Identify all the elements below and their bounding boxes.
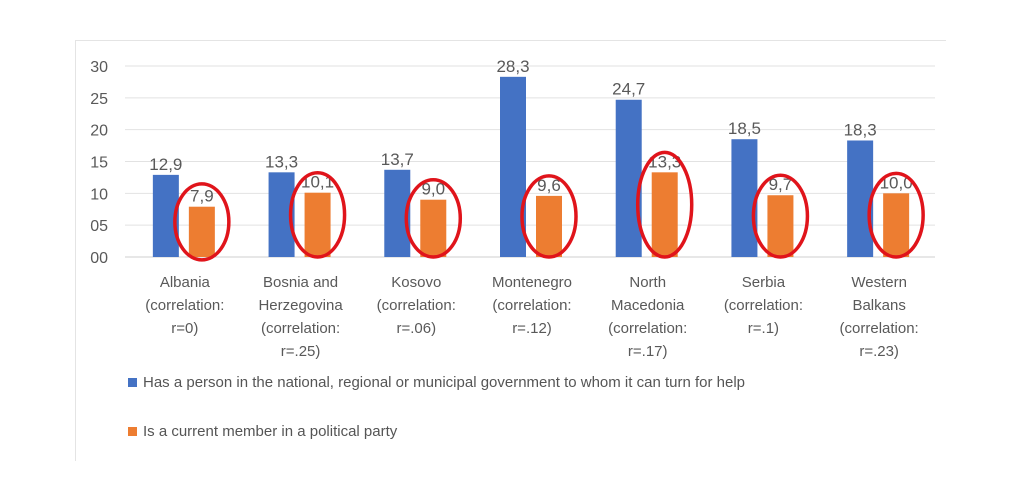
x-tick-label: Montenegro [492,274,572,291]
x-tick-label: Serbia [742,274,786,291]
y-tick-label: 00 [90,250,108,267]
data-label: 7,9 [190,187,214,206]
bar-series-1 [615,99,642,257]
x-tick-label: Kosovo [391,274,441,291]
x-tick-label: r=.1) [748,320,779,337]
x-tick-label: North [629,274,666,291]
bar-series-2 [420,199,447,257]
x-tick-label: r=.23) [859,343,899,360]
y-tick-label: 30 [90,59,108,76]
x-tick-label: (correlation: [492,297,571,314]
y-tick-label: 25 [90,91,108,108]
chart-frame [75,40,946,461]
x-tick-label: Albania [160,274,211,291]
x-tick-label: r=0) [171,320,198,337]
bar-series-1 [847,140,874,257]
highlight-ellipse [635,150,694,259]
x-tick-label: (correlation: [840,320,919,337]
data-label: 9,7 [769,175,793,194]
y-tick-label: 10 [90,186,108,203]
x-tick-label: Western [851,274,907,291]
x-tick-label: r=.17) [628,343,668,360]
data-label: 10,0 [880,173,913,192]
data-label: 18,3 [844,120,877,139]
legend-swatch-series-1 [128,378,137,387]
bar-series-2 [651,172,678,257]
legend-swatch-series-2 [128,427,137,436]
highlight-ellipse [173,182,231,262]
highlight-ellipse [867,171,925,259]
bar-series-1 [731,139,758,257]
x-tick-label: Bosnia and [263,274,338,291]
x-tick-label: (correlation: [724,297,803,314]
legend-item-series-1: Has a person in the national, regional o… [128,374,745,391]
highlight-ellipse [751,173,810,259]
x-tick-label: (correlation: [377,297,456,314]
x-tick-label: Balkans [852,297,905,314]
x-tick-label: Macedonia [611,297,685,314]
x-tick-label: (correlation: [608,320,687,337]
data-label: 13,7 [381,150,414,169]
data-label: 24,7 [612,80,645,99]
bar-series-2 [767,195,794,257]
x-tick-label: (correlation: [261,320,340,337]
x-tick-label: r=.06) [396,320,436,337]
highlight-ellipse [520,174,578,259]
bar-series-2 [536,195,562,257]
data-label: 9,6 [537,176,561,195]
y-tick-label: 15 [90,155,108,172]
highlight-ellipse [288,170,347,259]
x-tick-label: r=.12) [512,320,552,337]
data-label: 10,1 [301,173,334,192]
legend-label-series-1: Has a person in the national, regional o… [143,374,745,391]
bar-series-2 [188,206,215,257]
y-tick-label: 20 [90,123,108,140]
x-tick-label: Herzegovina [258,297,343,314]
bar-series-2 [883,193,910,257]
data-label: 9,0 [421,180,445,199]
y-tick-label: 05 [90,218,108,235]
data-label: 18,5 [728,119,761,138]
bar-series-2 [304,192,331,257]
x-tick-label: r=.25) [281,343,321,360]
data-label: 28,3 [496,57,529,76]
legend-item-series-2: Is a current member in a political party [128,423,397,440]
legend-label-series-2: Is a current member in a political party [143,423,398,440]
highlight-ellipse [404,177,463,259]
data-label: 12,9 [149,155,182,174]
x-tick-label: (correlation: [145,297,224,314]
data-label: 13,3 [648,152,681,171]
data-label: 13,3 [265,152,298,171]
